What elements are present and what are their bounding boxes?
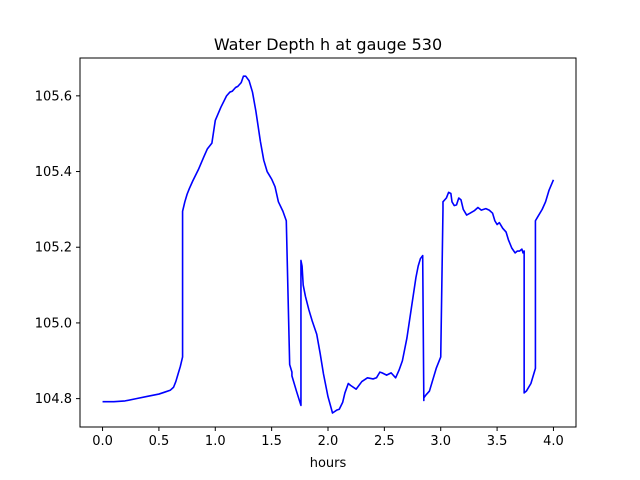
- x-tick-label: 1.5: [261, 434, 282, 449]
- x-axis-label: hours: [310, 456, 347, 471]
- series-line-0: [102, 75, 555, 414]
- y-tick-label: 105.6: [35, 89, 72, 104]
- chart-title: Water Depth h at gauge 530: [214, 35, 442, 54]
- y-tick-label: 104.8: [35, 392, 72, 407]
- x-tick-label: 0.0: [92, 434, 113, 449]
- x-tick-label: 1.0: [205, 434, 226, 449]
- y-tick-label: 105.0: [35, 316, 72, 331]
- x-tick-label: 2.5: [374, 434, 395, 449]
- x-tick-label: 3.5: [487, 434, 508, 449]
- x-tick-label: 4.0: [543, 434, 564, 449]
- y-tick-label: 105.4: [35, 165, 72, 180]
- x-tick-label: 0.5: [149, 434, 170, 449]
- y-tick-label: 105.2: [35, 241, 72, 256]
- x-tick-label: 2.0: [318, 434, 339, 449]
- plot-area: 0.0 0.5 1.0 1.5 2.0 2.5 3.0 3.5 4.0 104.8 105.0 105…: [35, 57, 577, 449]
- x-tick-label: 3.0: [430, 434, 451, 449]
